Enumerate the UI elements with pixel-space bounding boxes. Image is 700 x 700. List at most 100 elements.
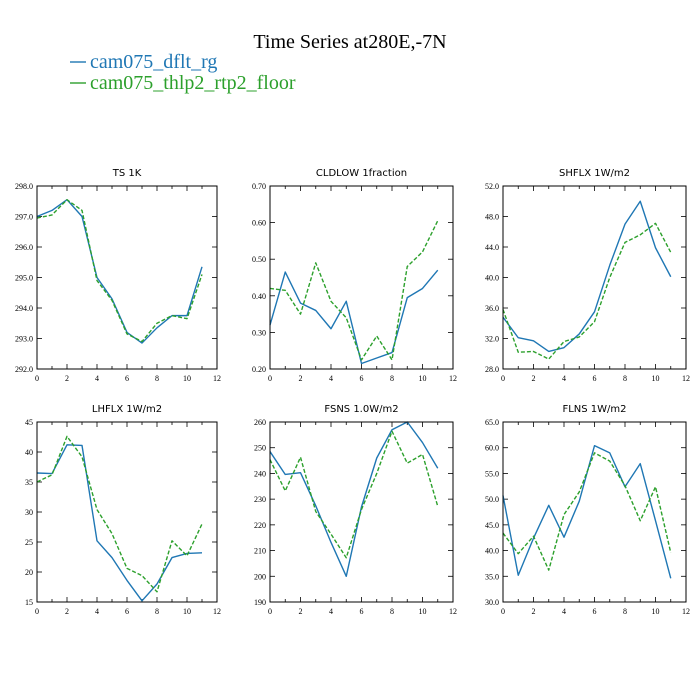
y-tick-label-4-6: 250 (254, 444, 266, 453)
y-tick-label-5-5: 55.0 (485, 469, 499, 478)
panel-title-4: FSNS 1.0W/m2 (324, 404, 398, 415)
x-tick-label-2-4: 8 (623, 374, 627, 383)
y-tick-label-1-2: 0.40 (252, 292, 266, 301)
panel-title-5: FLNS 1W/m2 (562, 404, 626, 415)
series-line-4-1 (269, 430, 439, 559)
x-tick-label-4-2: 4 (329, 607, 333, 616)
chart-panel-2: SHFLX 1W/m2 0 2 4 6 8 10 12 28.0 32.0 36.0 40.0 44.0… (485, 168, 690, 383)
x-tick-label-5-6: 12 (682, 607, 690, 616)
legend: cam075_dflt_rg cam075_thlp2_rtp2_floor (70, 51, 296, 94)
x-tick-label-2-2: 4 (562, 374, 566, 383)
y-tick-label-2-3: 40.0 (485, 274, 499, 283)
x-tick-label-1-6: 12 (449, 374, 457, 383)
x-tick-label-0-3: 6 (125, 374, 129, 383)
x-tick-label-0-0: 0 (35, 374, 39, 383)
chart-panel-3: LHFLX 1W/m2 0 2 4 6 8 10 12 15 20 25 30 35 40 45 (25, 404, 221, 616)
y-tick-label-0-1: 293.0 (15, 335, 33, 344)
y-tick-label-2-1: 32.0 (485, 335, 499, 344)
x-tick-label-4-0: 0 (268, 607, 272, 616)
x-tick-label-4-3: 6 (360, 607, 364, 616)
y-tick-label-5-4: 50.0 (485, 495, 499, 504)
y-tick-label-5-6: 60.0 (485, 444, 499, 453)
axis-frame-0 (36, 185, 218, 370)
y-tick-label-0-5: 297.0 (15, 213, 33, 222)
y-tick-label-3-6: 45 (25, 418, 33, 427)
y-tick-label-0-0: 292.0 (15, 365, 33, 374)
series-line-2-0 (502, 200, 672, 353)
y-tick-label-3-3: 30 (25, 508, 33, 517)
legend-label-0: cam075_dflt_rg (90, 51, 217, 73)
y-tick-label-4-0: 190 (254, 598, 266, 607)
figure-title: Time Series at280E,-7N (253, 31, 446, 53)
y-tick-label-4-3: 220 (254, 521, 266, 530)
y-tick-label-3-0: 15 (25, 598, 33, 607)
x-tick-label-4-4: 8 (390, 607, 394, 616)
chart-panel-5: FLNS 1W/m2 0 2 4 6 8 10 12 30.0 35.0 40.0 45.0 50.0 5… (485, 404, 690, 616)
x-tick-label-4-6: 12 (449, 607, 457, 616)
y-tick-label-1-1: 0.30 (252, 328, 266, 337)
y-tick-label-0-4: 296.0 (15, 243, 33, 252)
x-tick-label-3-2: 4 (95, 607, 99, 616)
x-tick-label-5-4: 8 (623, 607, 627, 616)
x-tick-label-1-1: 2 (299, 374, 303, 383)
axis-frame-1 (269, 185, 454, 370)
x-tick-label-5-2: 4 (562, 607, 566, 616)
series-line-1-1 (269, 220, 439, 361)
axis-frame-5 (502, 421, 687, 603)
x-tick-label-1-5: 10 (419, 374, 427, 383)
series-line-2-1 (502, 222, 672, 360)
panels-container: TS 1K 0 2 4 6 8 10 12 292.0 293.0 294.0 295.0 296.0 2… (15, 168, 690, 616)
legend-label-1: cam075_thlp2_rtp2_floor (90, 72, 296, 94)
x-tick-label-3-4: 8 (155, 607, 159, 616)
y-tick-label-1-3: 0.50 (252, 255, 266, 264)
y-tick-label-3-2: 25 (25, 538, 33, 547)
panel-title-1: CLDLOW 1fraction (316, 168, 407, 179)
x-tick-label-2-0: 0 (501, 374, 505, 383)
y-tick-label-2-0: 28.0 (485, 365, 499, 374)
chart-panel-1: CLDLOW 1fraction 0 2 4 6 8 10 12 0.20 0.30 0.40 0.5… (252, 168, 457, 383)
x-tick-label-3-1: 2 (65, 607, 69, 616)
series-line-3-1 (36, 435, 203, 593)
x-tick-label-2-5: 10 (652, 374, 660, 383)
x-tick-label-0-6: 12 (213, 374, 221, 383)
x-tick-label-1-2: 4 (329, 374, 333, 383)
axis-frame-3 (36, 421, 218, 603)
y-tick-label-4-1: 200 (254, 572, 266, 581)
x-tick-label-0-4: 8 (155, 374, 159, 383)
y-tick-label-0-6: 298.0 (15, 182, 33, 191)
y-tick-label-4-4: 230 (254, 495, 266, 504)
y-tick-label-2-6: 52.0 (485, 182, 499, 191)
y-tick-label-1-0: 0.20 (252, 365, 266, 374)
y-tick-label-2-2: 36.0 (485, 304, 499, 313)
y-tick-label-1-4: 0.60 (252, 219, 266, 228)
x-tick-label-3-0: 0 (35, 607, 39, 616)
panel-title-2: SHFLX 1W/m2 (559, 168, 630, 179)
x-tick-label-5-5: 10 (652, 607, 660, 616)
series-line-3-0 (36, 444, 203, 602)
y-tick-label-4-2: 210 (254, 547, 266, 556)
x-tick-label-1-4: 8 (390, 374, 394, 383)
y-tick-label-5-1: 35.0 (485, 572, 499, 581)
y-tick-label-5-0: 30.0 (485, 598, 499, 607)
y-tick-label-4-7: 260 (254, 418, 266, 427)
x-tick-label-2-6: 12 (682, 374, 690, 383)
y-tick-label-0-2: 294.0 (15, 304, 33, 313)
x-tick-label-5-3: 6 (593, 607, 597, 616)
x-tick-label-2-3: 6 (593, 374, 597, 383)
series-line-4-0 (269, 421, 439, 577)
panel-title-3: LHFLX 1W/m2 (92, 404, 162, 415)
x-tick-label-4-1: 2 (299, 607, 303, 616)
chart-panel-4: FSNS 1.0W/m2 0 2 4 6 8 10 12 190 200 210 220 230 240 2… (254, 404, 457, 616)
series-line-5-0 (502, 444, 672, 579)
y-tick-label-3-1: 20 (25, 568, 33, 577)
x-tick-label-0-2: 4 (95, 374, 99, 383)
y-tick-label-5-7: 65.0 (485, 418, 499, 427)
chart-panel-0: TS 1K 0 2 4 6 8 10 12 292.0 293.0 294.0 295.0 296.0 2… (15, 168, 221, 383)
x-tick-label-3-6: 12 (213, 607, 221, 616)
x-tick-label-4-5: 10 (419, 607, 427, 616)
x-tick-label-0-1: 2 (65, 374, 69, 383)
series-line-5-1 (502, 452, 672, 571)
x-tick-label-1-0: 0 (268, 374, 272, 383)
series-line-0-1 (36, 199, 203, 343)
